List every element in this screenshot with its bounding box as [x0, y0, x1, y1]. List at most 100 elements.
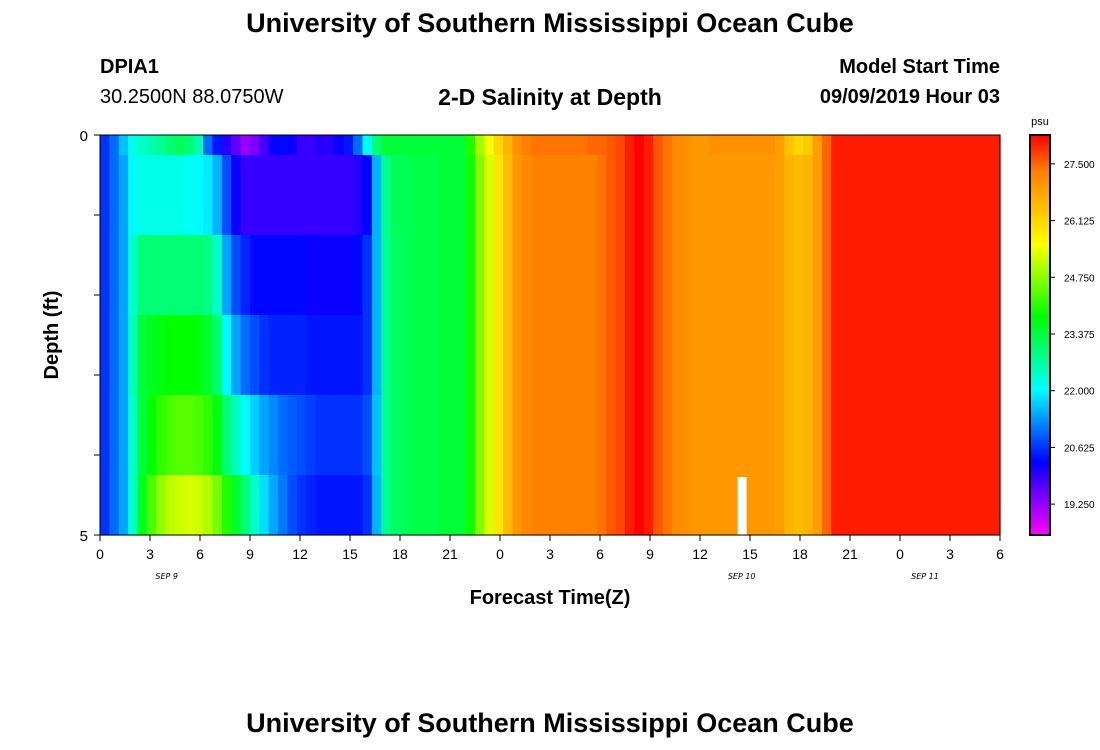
heatmap-cell: [456, 155, 467, 236]
date-label: SEP 11: [911, 572, 939, 581]
heatmap-cell: [925, 395, 935, 476]
heatmap-cell: [456, 235, 467, 316]
heatmap-cell: [587, 475, 598, 536]
heatmap-cell: [193, 155, 204, 236]
heatmap-cell: [831, 475, 842, 536]
heatmap-cell: [259, 135, 270, 156]
heatmap-cell: [953, 475, 964, 536]
heatmap-cell: [531, 395, 542, 476]
model-start-value: 09/09/2019 Hour 03: [819, 86, 1000, 108]
heatmap-cell: [315, 315, 326, 396]
date-label: SEP 9: [155, 572, 178, 581]
heatmap-cell: [559, 235, 570, 316]
heatmap-cell: [775, 315, 785, 396]
heatmap-cell: [278, 475, 289, 536]
heatmap-cell: [971, 135, 982, 156]
heatmap-cell: [756, 135, 767, 156]
heatmap-cell: [700, 135, 710, 156]
heatmap-cell: [653, 135, 664, 156]
heatmap-cell: [409, 155, 420, 236]
heatmap-cell: [250, 135, 260, 156]
heatmap-cell: [146, 475, 157, 536]
heatmap-cell: [643, 475, 654, 536]
heatmap-cell: [990, 315, 1001, 396]
heatmap-cell: [934, 395, 945, 476]
heatmap-cell: [737, 235, 748, 316]
heatmap-cell: [315, 235, 326, 316]
heatmap-cell: [456, 315, 467, 396]
heatmap-cell: [231, 395, 242, 476]
heatmap-cell: [118, 475, 129, 536]
heatmap-cell: [212, 235, 223, 316]
heatmap-cell: [934, 155, 945, 236]
heatmap-cell: [268, 135, 279, 156]
heatmap-cell: [625, 235, 635, 316]
heatmap-cell: [371, 475, 382, 536]
heatmap-cell: [821, 155, 832, 236]
heatmap-cell: [409, 475, 420, 536]
heatmap-cell: [906, 155, 917, 236]
heatmap-cell: [409, 315, 420, 396]
heatmap-cell: [831, 315, 842, 396]
heatmap-cell: [278, 395, 289, 476]
heatmap-cell: [193, 395, 204, 476]
heatmap-cell: [315, 475, 326, 536]
heatmap-cell: [428, 475, 439, 536]
heatmap-cell: [625, 315, 635, 396]
heatmap-cell: [887, 475, 898, 536]
heatmap-cell: [156, 235, 167, 316]
heatmap-cell: [596, 235, 607, 316]
x-tick-label: 0: [896, 546, 904, 562]
heatmap-cell: [400, 315, 410, 396]
heatmap-cell: [371, 315, 382, 396]
heatmap-cell: [156, 155, 167, 236]
heatmap-cell: [465, 395, 476, 476]
heatmap-cell: [409, 395, 420, 476]
station-coords: 30.2500N 88.0750W: [100, 86, 284, 108]
heatmap-cell: [456, 395, 467, 476]
heatmap-cell: [690, 395, 701, 476]
heatmap-cell: [212, 395, 223, 476]
heatmap-cell: [784, 475, 795, 536]
heatmap-cell: [343, 315, 354, 396]
heatmap-cell: [831, 235, 842, 316]
heatmap-cell: [896, 475, 907, 536]
heatmap-cell: [128, 155, 139, 236]
date-label: SEP 10: [728, 572, 756, 581]
heatmap-cell: [437, 135, 448, 156]
heatmap-cell: [531, 155, 542, 236]
heatmap-cell: [175, 315, 185, 396]
heatmap-cell: [634, 395, 645, 476]
heatmap-cell: [465, 475, 476, 536]
heatmap-cell: [896, 235, 907, 316]
heatmap-cell: [109, 155, 120, 236]
heatmap-cell: [531, 135, 542, 156]
y-axis-ticks: 05: [80, 128, 100, 545]
heatmap-cell: [671, 475, 682, 536]
heatmap-cell: [681, 235, 692, 316]
heatmap-cell: [700, 235, 710, 316]
heatmap-cell: [962, 395, 973, 476]
heatmap-cell: [259, 315, 270, 396]
heatmap-cell: [503, 315, 514, 396]
heatmap-cell: [803, 315, 814, 396]
heatmap-cell: [662, 155, 673, 236]
heatmap-cell: [212, 155, 223, 236]
heatmap-cell: [521, 235, 532, 316]
heatmap-cell: [981, 395, 992, 476]
heatmap-cell: [418, 235, 429, 316]
heatmap-cell: [418, 395, 429, 476]
heatmap-cell: [240, 155, 251, 236]
heatmap-cell: [146, 135, 157, 156]
heatmap-cell: [868, 155, 879, 236]
heatmap-cell: [615, 135, 626, 156]
heatmap-cell: [484, 235, 495, 316]
heatmap-cell: [793, 135, 804, 156]
heatmap-cell: [765, 475, 776, 536]
heatmap-cell: [634, 315, 645, 396]
heatmap-cell: [803, 395, 814, 476]
heatmap-cell: [203, 135, 214, 156]
heatmap-cell: [278, 155, 289, 236]
heatmap-cell: [315, 395, 326, 476]
